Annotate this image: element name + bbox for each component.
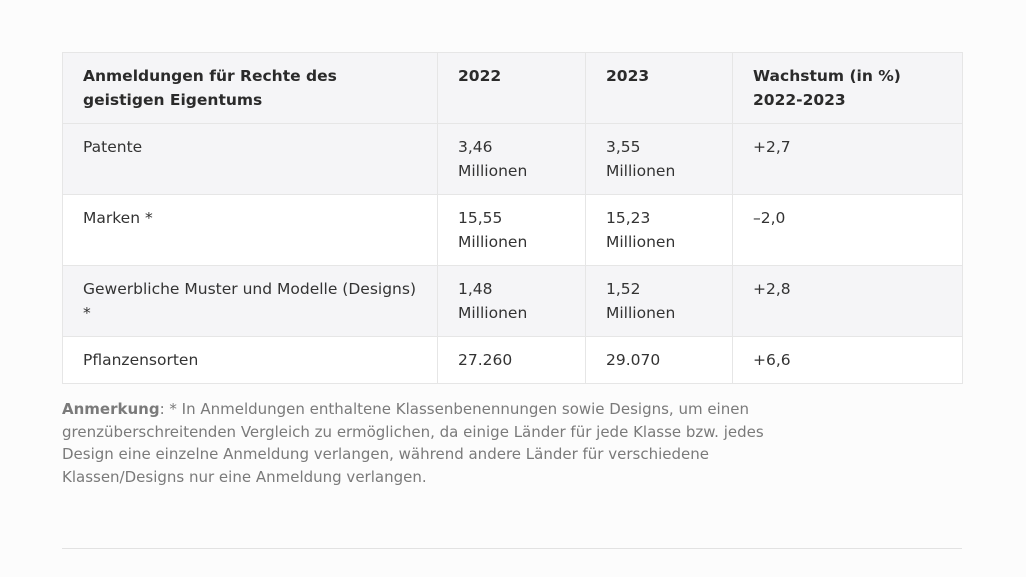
- cell-ip-type: Patente: [62, 123, 438, 195]
- cell-growth: –2,0: [732, 194, 963, 266]
- ip-applications-table-container: Anmeldungen für Rechte des geistigen Eig…: [62, 52, 963, 384]
- section-divider: [62, 548, 962, 549]
- cell-2022: 15,55 Millionen: [437, 194, 586, 266]
- cell-2022: 3,46 Millionen: [437, 123, 586, 195]
- table-footnote: Anmerkung: * In Anmeldungen enthaltene K…: [62, 398, 802, 488]
- cell-2022: 27.260: [437, 336, 586, 384]
- table-row-patents: Patente 3,46 Millionen 3,55 Millionen +2…: [62, 123, 963, 195]
- table-header-row: Anmeldungen für Rechte des geistigen Eig…: [62, 52, 963, 124]
- ip-applications-table: Anmeldungen für Rechte des geistigen Eig…: [62, 52, 963, 384]
- footnote-text: : * In Anmeldungen enthaltene Klassenben…: [62, 400, 764, 486]
- table-row-designs: Gewerbliche Muster und Modelle (Designs)…: [62, 265, 963, 337]
- cell-ip-type: Marken *: [62, 194, 438, 266]
- header-ip-type: Anmeldungen für Rechte des geistigen Eig…: [62, 52, 438, 124]
- cell-growth: +2,7: [732, 123, 963, 195]
- footnote-label: Anmerkung: [62, 400, 160, 418]
- cell-2023: 29.070: [585, 336, 733, 384]
- cell-growth: +6,6: [732, 336, 963, 384]
- cell-ip-type: Gewerbliche Muster und Modelle (Designs)…: [62, 265, 438, 337]
- cell-2023: 1,52 Millionen: [585, 265, 733, 337]
- cell-growth: +2,8: [732, 265, 963, 337]
- cell-2022: 1,48 Millionen: [437, 265, 586, 337]
- cell-ip-type: Pflanzensorten: [62, 336, 438, 384]
- cell-2023: 3,55 Millionen: [585, 123, 733, 195]
- table-row-trademarks: Marken * 15,55 Millionen 15,23 Millionen…: [62, 194, 963, 266]
- table-row-plant-varieties: Pflanzensorten 27.260 29.070 +6,6: [62, 336, 963, 384]
- header-growth: Wachstum (in %) 2022-2023: [732, 52, 963, 124]
- cell-2023: 15,23 Millionen: [585, 194, 733, 266]
- header-2023: 2023: [585, 52, 733, 124]
- header-2022: 2022: [437, 52, 586, 124]
